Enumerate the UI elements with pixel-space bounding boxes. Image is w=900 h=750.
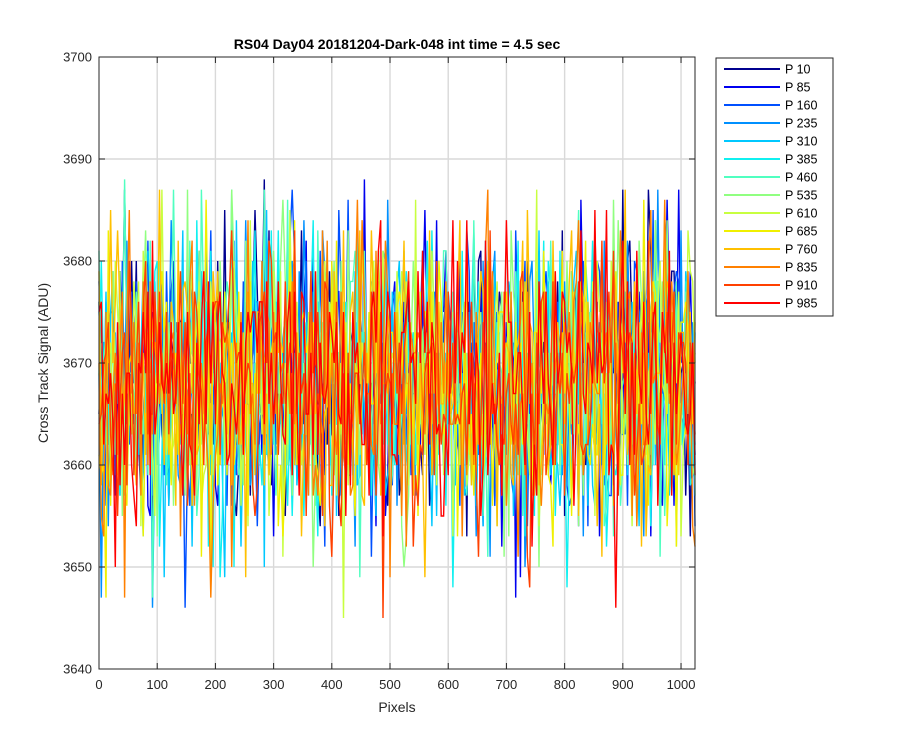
legend-label: P 310 [785, 135, 817, 149]
x-tick-label: 100 [146, 677, 168, 692]
y-tick-label: 3700 [63, 50, 92, 65]
legend-label: P 160 [785, 99, 817, 113]
legend-label: P 85 [785, 81, 811, 95]
series-line-p-760 [98, 189, 696, 578]
legend-label: P 460 [785, 171, 817, 185]
x-tick-label: 800 [554, 677, 576, 692]
x-tick-label: 900 [612, 677, 634, 692]
legend-label: P 985 [785, 297, 817, 311]
x-tick-label: 600 [437, 677, 459, 692]
ticks: 0 100 200 300 400 500 600 700 800 900 1000 3640 3650… [63, 50, 695, 693]
x-tick-label: 300 [263, 677, 285, 692]
y-tick-label: 3670 [63, 356, 92, 371]
legend-box [715, 57, 834, 317]
x-tick-label: 500 [379, 677, 401, 692]
y-axis-label: Cross Track Signal (ADU) [35, 283, 51, 443]
legend-label: P 235 [785, 117, 817, 131]
y-tick-label: 3640 [63, 662, 92, 677]
x-axis-label: Pixels [378, 699, 415, 715]
legend-label: P 610 [785, 207, 817, 221]
legend-label: P 685 [785, 225, 817, 239]
series-lines [98, 179, 696, 619]
x-tick-label: 700 [496, 677, 518, 692]
legend-label: P 910 [785, 279, 817, 293]
x-tick-label: 200 [205, 677, 227, 692]
chart-title: RS04 Day04 20181204-Dark-048 int time = … [234, 36, 561, 52]
legend-label: P 760 [785, 243, 817, 257]
y-tick-label: 3650 [63, 560, 92, 575]
legend: P 10 P 85 P 160 P 235 P 310 P 385 P 460 P 535 P … [715, 57, 834, 317]
legend-label: P 835 [785, 261, 817, 275]
legend-label: P 535 [785, 189, 817, 203]
series-line-p-985 [98, 209, 696, 608]
x-tick-label: 400 [321, 677, 343, 692]
x-tick-label: 0 [95, 677, 102, 692]
legend-label: P 10 [785, 63, 811, 77]
y-tick-label: 3660 [63, 458, 92, 473]
y-tick-label: 3690 [63, 152, 92, 167]
legend-label: P 385 [785, 153, 817, 167]
x-tick-label: 1000 [667, 677, 696, 692]
y-tick-label: 3680 [63, 254, 92, 269]
